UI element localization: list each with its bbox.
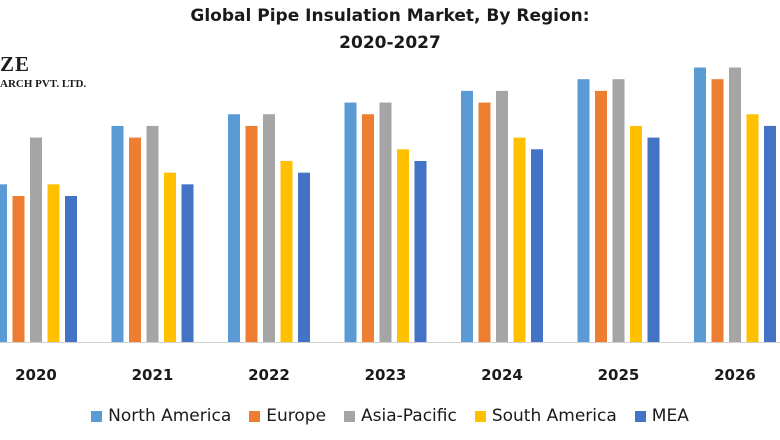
- bar-north-america-2026: [694, 67, 706, 343]
- bar-mea-2022: [298, 172, 310, 342]
- x-tick-label: 2024: [481, 366, 523, 384]
- bar-south-america-2026: [746, 114, 759, 343]
- chart-subtitle: 2020-2027: [339, 33, 441, 53]
- legend-swatch: [249, 410, 261, 422]
- bar-europe-2024: [478, 102, 491, 342]
- bar-europe-2022: [245, 125, 258, 342]
- bar-north-america-2021: [111, 125, 124, 342]
- bar-europe-2025: [595, 90, 607, 342]
- bar-europe-2021: [129, 137, 141, 342]
- bar-asia-pacific-2026: [729, 67, 741, 343]
- bar-asia-pacific-2020: [30, 137, 42, 342]
- bar-south-america-2020: [47, 184, 60, 342]
- bar-north-america-2024: [461, 90, 473, 342]
- bar-europe-2026: [711, 79, 724, 342]
- legend-label: MEA: [651, 406, 689, 426]
- bar-asia-pacific-2021: [146, 125, 159, 342]
- legend: North America Europe Asia-Pacific South …: [0, 406, 780, 426]
- bar-south-america-2024: [513, 137, 526, 342]
- legend-item-south-america: South America: [474, 406, 617, 426]
- legend-label: Asia-Pacific: [361, 406, 457, 426]
- legend-swatch: [474, 410, 486, 422]
- x-tick-label: 2020: [15, 366, 57, 384]
- bar-north-america-2022: [228, 114, 240, 343]
- bar-asia-pacific-2023: [379, 102, 392, 342]
- bar-mea-2021: [181, 184, 194, 342]
- bar-mea-2020: [65, 196, 77, 342]
- logo-line-1: ZE: [0, 52, 31, 76]
- x-tick-label: 2025: [598, 366, 640, 384]
- bar-mea-2026: [764, 125, 776, 342]
- bar-north-america-2025: [577, 79, 590, 342]
- legend-label: North America: [108, 406, 232, 426]
- bar-south-america-2021: [164, 172, 176, 342]
- legend-swatch: [91, 410, 103, 422]
- bar-europe-2020: [12, 196, 25, 342]
- legend-label: South America: [491, 406, 617, 426]
- legend-swatch: [344, 410, 356, 422]
- logo-line-2: ARCH PVT. LTD.: [0, 78, 87, 90]
- legend-swatch: [634, 410, 646, 422]
- legend-item-asia-pacific: Asia-Pacific: [344, 406, 457, 426]
- bar-south-america-2023: [397, 149, 409, 342]
- bar-asia-pacific-2022: [263, 114, 275, 343]
- bar-mea-2023: [414, 160, 427, 342]
- x-tick-label: 2026: [714, 366, 756, 384]
- watermark-logo: ZE ARCH PVT. LTD.: [0, 52, 86, 90]
- x-tick-label: 2022: [248, 366, 290, 384]
- legend-label: Europe: [266, 406, 327, 426]
- chart-title: Global Pipe Insulation Market, By Region…: [190, 6, 590, 26]
- bar-mea-2024: [531, 149, 543, 342]
- bar-europe-2023: [362, 114, 374, 343]
- bar-north-america-2023: [344, 102, 357, 342]
- legend-item-north-america: North America: [91, 406, 231, 426]
- bar-asia-pacific-2024: [496, 90, 508, 342]
- legend-item-europe: Europe: [249, 406, 326, 426]
- bar-south-america-2025: [630, 125, 642, 342]
- bar-south-america-2022: [280, 160, 293, 342]
- x-tick-label: 2021: [132, 366, 174, 384]
- bar-north-america-2020: [0, 184, 7, 342]
- x-tick-label: 2023: [365, 366, 407, 384]
- bar-mea-2025: [647, 137, 660, 342]
- bar-asia-pacific-2025: [612, 79, 625, 342]
- legend-item-mea: MEA: [634, 406, 689, 426]
